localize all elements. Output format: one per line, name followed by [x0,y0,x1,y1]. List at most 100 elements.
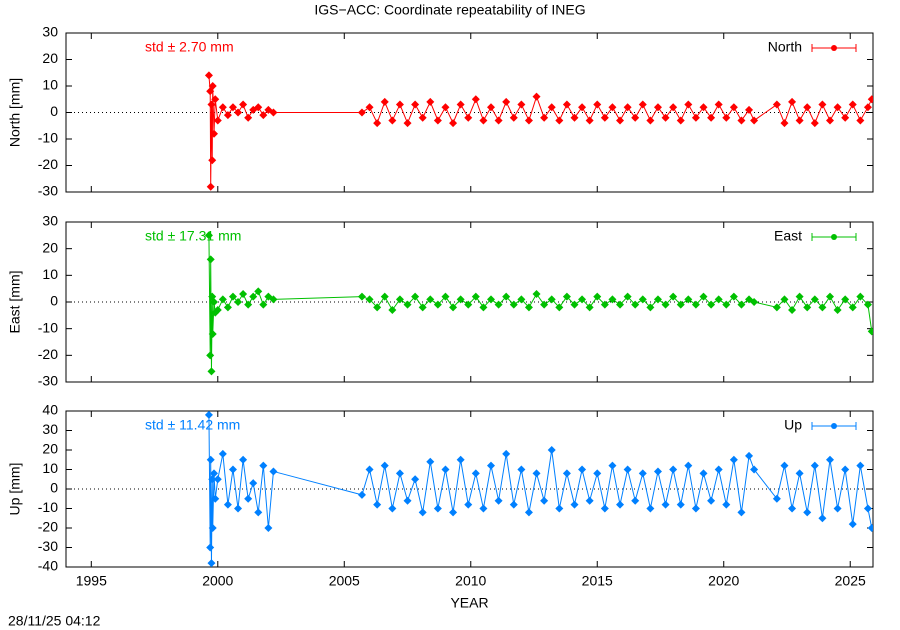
data-point [699,292,708,301]
data-point [254,103,263,112]
data-point [208,524,217,532]
data-point [494,496,503,505]
legend-marker [831,423,837,429]
data-point [825,292,834,301]
data-point [661,500,670,509]
data-point [239,100,248,109]
data-point [608,295,617,304]
data-point [772,303,781,312]
data-point [532,290,541,298]
data-point [737,300,746,309]
data-point [653,103,662,112]
y-tick-label: 20 [42,239,58,255]
data-point [244,113,253,122]
data-point [729,103,738,112]
data-point [856,116,865,125]
data-point [502,97,511,106]
data-point [213,475,222,484]
data-point [206,182,215,191]
data-point [540,300,549,309]
data-point [418,508,427,517]
x-tick-label: 2020 [708,573,739,589]
data-point [244,300,253,309]
data-point [585,303,594,312]
data-point [540,496,549,505]
data-point [380,292,389,301]
y-tick-label: 30 [42,24,58,40]
data-point [388,306,397,314]
y-tick-label: 10 [42,460,58,476]
y-tick-label: 10 [42,266,58,282]
data-point [207,100,216,109]
data-point [209,469,218,478]
data-point [441,103,450,112]
data-point [745,451,754,460]
data-point [206,255,215,264]
data-point [411,292,420,301]
y-tick-label: -20 [38,156,58,172]
data-point [239,290,248,298]
series [204,411,873,567]
data-point [471,469,480,478]
data-point [449,508,458,517]
data-point [661,113,670,122]
data-point [863,103,872,112]
data-point [676,300,685,309]
data-point [357,108,366,117]
data-point [365,103,374,112]
data-point [608,103,617,112]
data-point [818,303,827,312]
data-point [211,95,220,104]
data-point [479,303,488,312]
data-point [509,300,518,309]
data-point [456,100,465,109]
data-point [204,231,213,240]
data-point [269,295,278,304]
data-point [722,500,731,509]
y-tick-label: -40 [38,558,58,574]
data-point [380,461,389,470]
legend-label: East [774,228,802,244]
x-tick-label: 2010 [455,573,486,589]
data-point [691,504,700,513]
data-point [547,446,556,454]
data-point [411,100,420,109]
data-point [737,508,746,517]
data-point [585,116,594,125]
legend-marker [831,45,837,51]
series [204,71,873,191]
data-point [833,103,842,112]
data-point [848,303,857,312]
data-point [208,475,217,484]
data-point [209,129,218,138]
data-point [269,108,278,117]
data-point [616,500,625,509]
data-point [780,119,789,128]
data-point [631,300,640,309]
data-point [223,500,232,509]
chart-title: IGS−ACC: Coordinate repeatability of INE… [314,2,585,18]
series-line [208,414,873,564]
data-point [772,494,781,503]
data-point [411,475,420,484]
data-point [479,116,488,125]
data-point [750,116,759,125]
data-point [593,469,602,478]
data-point [494,116,503,125]
data-point [517,465,526,474]
data-point [848,100,857,109]
data-point [593,292,602,301]
data-point [714,295,723,304]
data-point [810,119,819,128]
data-point [204,71,213,80]
data-point [699,469,708,478]
data-point [388,116,397,125]
x-axis-label: YEAR [450,595,488,611]
data-point [684,461,693,470]
data-point [209,298,218,306]
data-point [213,306,222,314]
data-point [867,524,873,532]
data-point [825,455,834,464]
data-point [524,116,533,125]
